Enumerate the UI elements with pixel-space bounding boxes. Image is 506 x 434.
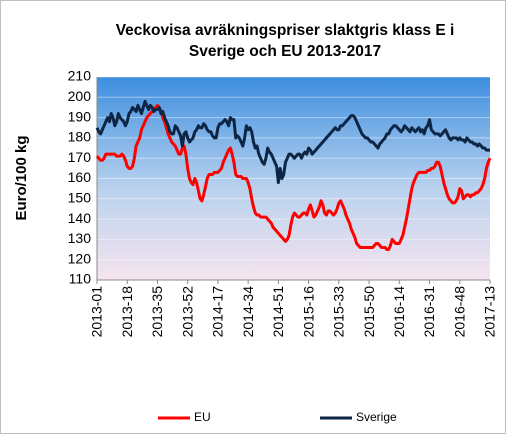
x-tick-label: 2013-18 <box>119 286 135 338</box>
y-tick-label: 170 <box>68 149 92 165</box>
y-tick-label: 210 <box>68 68 92 84</box>
chart-title: Veckovisa avräkningspriser slaktgris kla… <box>116 22 455 39</box>
x-tick-label: 2016-48 <box>451 286 467 338</box>
y-tick-label: 190 <box>68 108 92 124</box>
x-tick-label: 2016-31 <box>421 286 437 338</box>
x-tick-label: 2013-52 <box>179 286 195 338</box>
y-tick-label: 120 <box>68 250 92 266</box>
x-tick-label: 2015-16 <box>300 286 316 338</box>
y-tick-label: 130 <box>68 230 92 246</box>
y-tick-label: 180 <box>68 129 92 145</box>
x-tick-label: 2013-35 <box>149 286 165 338</box>
x-tick-label: 2013-01 <box>89 286 105 338</box>
x-tick-label: 2016-14 <box>391 286 407 338</box>
legend-label: Sverige <box>356 410 397 424</box>
x-tick-label: 2014-34 <box>240 286 256 338</box>
line-series <box>95 99 490 185</box>
y-tick-label: 140 <box>68 210 92 226</box>
x-tick-label: 2014-17 <box>210 286 226 338</box>
y-axis-label: Euro/100 kg <box>13 135 30 220</box>
legend-label: EU <box>194 410 211 424</box>
x-tick-label: 2017-13 <box>482 286 498 338</box>
line-series <box>95 103 492 252</box>
chart-title: Sverige och EU 2013-2017 <box>189 43 381 60</box>
y-tick-label: 150 <box>68 190 92 206</box>
x-tick-label: 2015-50 <box>361 286 377 338</box>
x-tick-label: 2014-51 <box>270 286 286 338</box>
x-tick-label: 2015-33 <box>331 286 347 338</box>
y-tick-label: 110 <box>69 271 92 287</box>
y-tick-label: 160 <box>68 169 92 185</box>
y-tick-label: 200 <box>68 88 92 104</box>
